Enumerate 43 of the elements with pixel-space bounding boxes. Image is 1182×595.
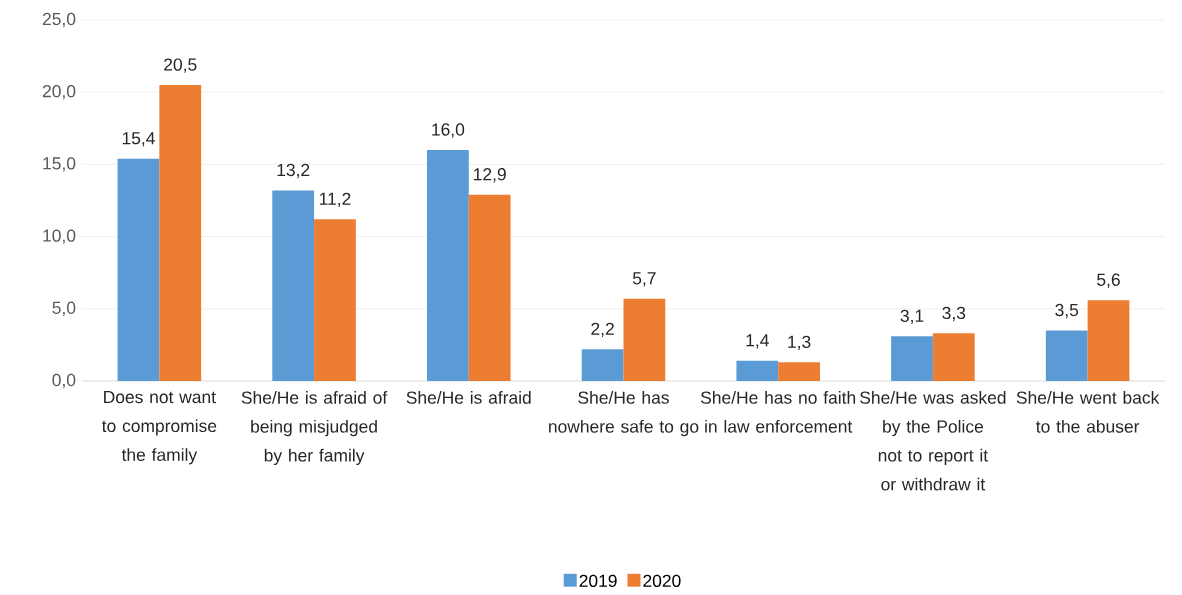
data-label: 12,9 [474, 168, 506, 183]
data-label: 3,3 [942, 306, 966, 322]
bar [778, 362, 820, 381]
y-tick-label: 5,0 [52, 301, 76, 317]
bar [891, 336, 933, 381]
bar [932, 333, 975, 381]
x-tick-label: She/He went back to the abuser [1016, 391, 1160, 433]
data-label: 16,0 [432, 123, 465, 138]
x-tick-label: She/He has no faith in law enforcement [700, 391, 856, 433]
bar [314, 219, 356, 381]
y-tick-label: 15,0 [43, 157, 76, 172]
x-tick-label: She/He was asked by the Police not to report it or withdraw it [860, 391, 1006, 491]
bar [272, 190, 315, 381]
bar [581, 349, 624, 381]
data-label: 3,5 [1055, 303, 1079, 319]
x-tick-label: She/He is afraid of being misjudged by her family [241, 391, 388, 466]
data-label: 1,4 [746, 334, 769, 349]
data-label: 1,3 [788, 335, 811, 351]
bar [1087, 300, 1130, 381]
data-label: 13,2 [277, 163, 310, 179]
legend-label: 2020 [643, 574, 681, 588]
bar [427, 149, 469, 381]
bar [736, 360, 779, 381]
x-tick-label: She/He is afraid [406, 391, 531, 404]
bar [1045, 330, 1088, 381]
bar [117, 158, 160, 381]
x-tick-label: Does not want to compromise the family [101, 391, 217, 465]
y-tick-label: 25,0 [42, 12, 76, 28]
data-label: 5,6 [1097, 273, 1120, 288]
legend-label: 2019 [579, 574, 617, 588]
y-tick-label: 0,0 [52, 373, 76, 389]
bar [623, 298, 666, 381]
bar [468, 194, 511, 381]
x-tick-label: She/He has nowhere safe to go [549, 391, 699, 437]
data-label: 20,5 [164, 58, 197, 73]
data-label: 2,2 [591, 322, 614, 338]
y-tick-label: 10,0 [43, 229, 76, 244]
data-label: 3,1 [900, 309, 924, 325]
y-tick-label: 20,0 [42, 85, 76, 100]
bar [159, 84, 202, 381]
data-label: 15,4 [122, 132, 155, 147]
data-label: 11,2 [319, 192, 351, 208]
data-label: 5,7 [632, 272, 656, 287]
